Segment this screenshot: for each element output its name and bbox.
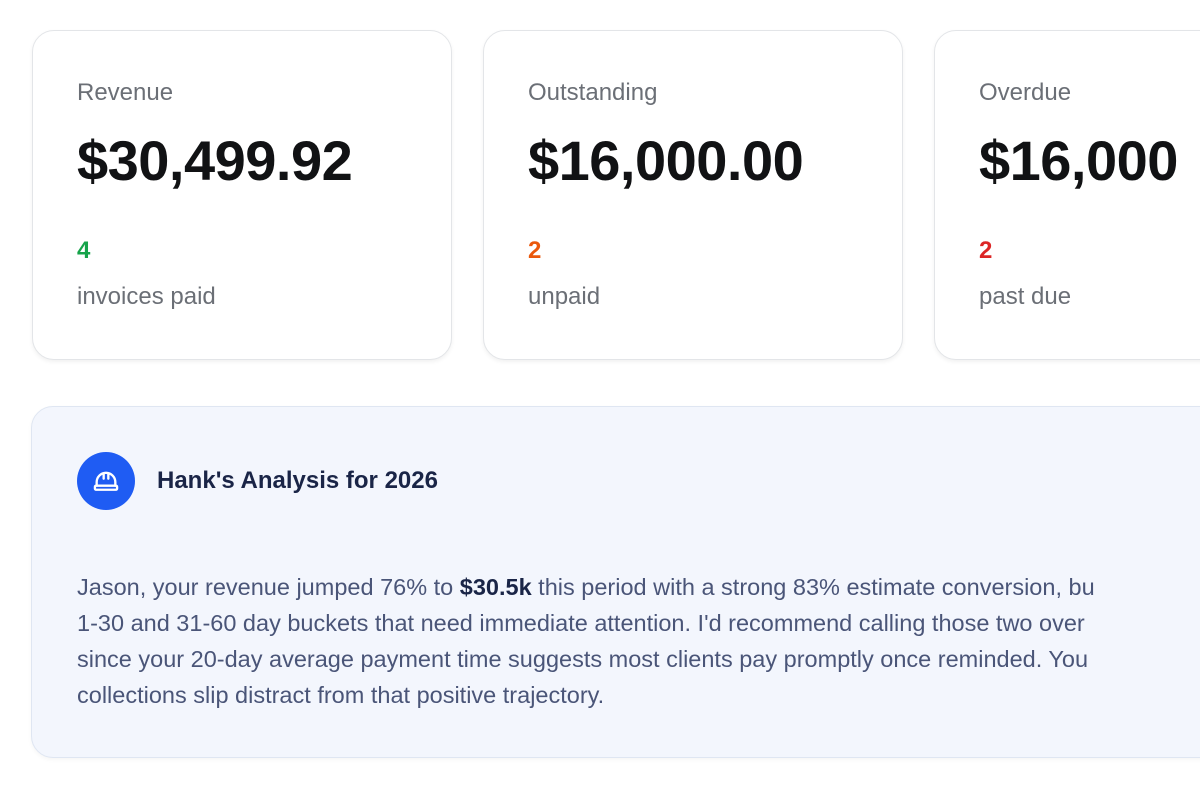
analysis-text-end: this period with a strong 83% estimate c… [77,574,1095,708]
card-value: $30,499.92 [77,129,353,192]
analysis-panel: Hank's Analysis for 2026 Jason, your rev… [31,406,1200,758]
card-count: 2 [979,237,993,264]
card-subtext: invoices paid [77,283,216,310]
card-count: 4 [77,237,91,264]
outstanding-card[interactable]: Outstanding $16,000.00 2 unpaid [483,30,903,360]
card-label: Overdue [979,79,1072,106]
card-label: Revenue [77,79,174,106]
summary-cards: Revenue $30,499.92 4 invoices paid Outst… [32,30,1200,360]
card-value: $16,000 [979,129,1178,192]
revenue-highlight: $30.5k [459,574,532,600]
overdue-card[interactable]: Overdue $16,000 2 past due [934,30,1200,360]
analysis-body: Jason, your revenue jumped 76% to $30.5k… [77,569,1200,713]
card-value: $16,000.00 [528,129,804,192]
analysis-title: Hank's Analysis for 2026 [157,467,438,494]
analysis-header: Hank's Analysis for 2026 [77,452,438,510]
card-subtext: unpaid [528,283,601,310]
card-label: Outstanding [528,79,658,106]
revenue-card[interactable]: Revenue $30,499.92 4 invoices paid [32,30,452,360]
analysis-text-start: Jason, your revenue jumped 76% to [77,574,460,600]
card-count: 2 [528,237,542,264]
hard-hat-icon [77,452,135,510]
card-subtext: past due [979,283,1072,310]
